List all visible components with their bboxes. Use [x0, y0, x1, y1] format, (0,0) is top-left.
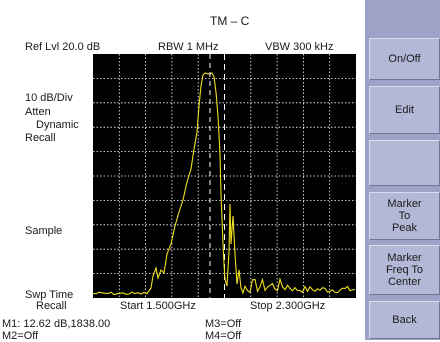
- rbw-label: RBW 1 MHz: [158, 41, 219, 53]
- softkey-marker-to-peak-line3: Peak: [391, 222, 418, 234]
- marker-3-readout: M3=Off: [205, 318, 242, 330]
- start-frequency: Start 1.500GHz: [120, 300, 196, 312]
- spectrum-graph: [93, 54, 356, 298]
- recall-label: Recall: [25, 132, 56, 144]
- softkey-marker-freq-to-center-line3: Center: [387, 276, 422, 288]
- mode-title: TM – C: [210, 14, 250, 28]
- softkey-marker-freq-to-center-line1: Marker: [387, 252, 422, 264]
- softkey-on-off[interactable]: On/Off: [369, 38, 440, 80]
- softkey-edit[interactable]: Edit: [369, 86, 440, 134]
- scale-label: 10 dB/Div: [25, 92, 73, 104]
- softkey-edit-label: Edit: [395, 104, 414, 116]
- softkey-marker-freq-to-center[interactable]: Marker Freq To Center: [369, 245, 440, 295]
- softkey-marker-to-peak-line2: To: [398, 210, 411, 222]
- vbw-label: VBW 300 kHz: [265, 41, 334, 53]
- softkey-marker-to-peak[interactable]: Marker To Peak: [369, 192, 440, 240]
- marker-4-readout: M4=Off: [205, 330, 242, 342]
- atten-label: Atten: [25, 106, 51, 118]
- spectrum-trace: [93, 72, 356, 296]
- softkey-back[interactable]: Back: [369, 301, 440, 339]
- softkey-back-label: Back: [392, 314, 417, 326]
- stop-frequency: Stop 2.300GHz: [250, 300, 326, 312]
- softkey-panel: On/Off Edit Marker To Peak Marker Freq T…: [365, 0, 440, 340]
- dynamic-label: Dynamic: [36, 119, 79, 131]
- detector-label: Sample: [25, 225, 63, 237]
- marker-2-readout: M2=Off: [2, 330, 39, 342]
- sweep-time-label: Swp Time: [25, 289, 74, 301]
- softkey-marker-freq-to-center-line2: Freq To: [385, 264, 424, 276]
- spectrum-display: [93, 54, 356, 298]
- softkey-blank[interactable]: [369, 140, 440, 186]
- ref-level-label: Ref Lvl 20.0 dB: [25, 41, 101, 53]
- marker-1-readout: M1: 12.62 dB,1838.00: [2, 318, 111, 330]
- sweep-recall-label: Recall: [36, 300, 67, 312]
- softkey-marker-to-peak-line1: Marker: [387, 198, 422, 210]
- softkey-on-off-label: On/Off: [388, 53, 421, 65]
